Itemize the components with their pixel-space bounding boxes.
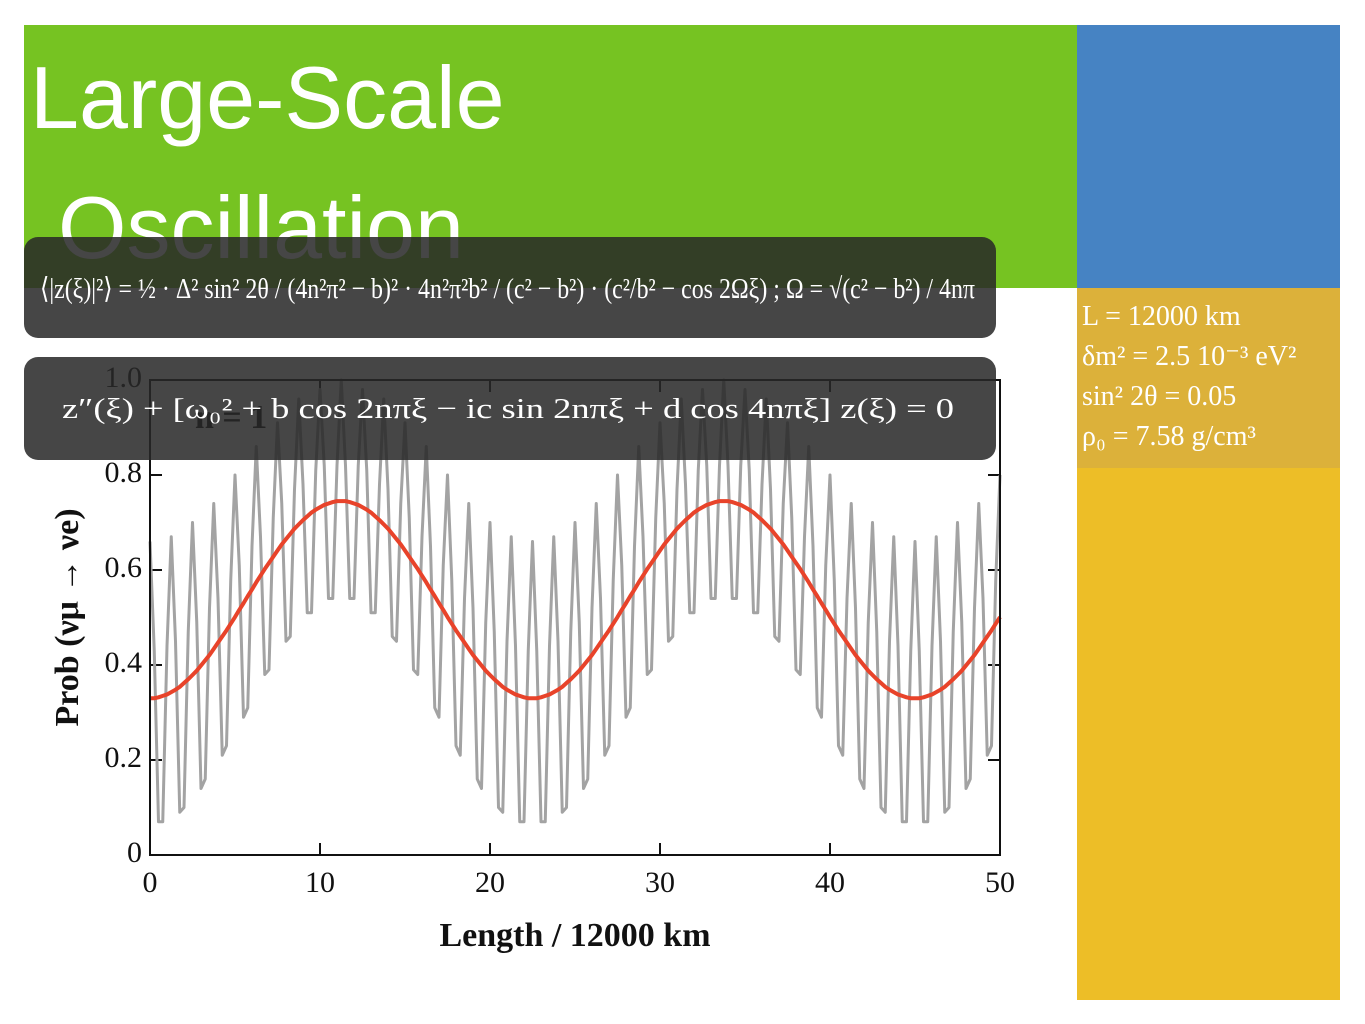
x-tick-label: 40 [815, 866, 845, 899]
parameter: δm² = 2.5 10⁻³ eV² [1082, 341, 1296, 372]
parameter-panel [1077, 288, 1340, 468]
x-tick-label: 20 [475, 866, 505, 899]
y-tick-label: 0 [127, 836, 142, 869]
x-tick-label: 50 [985, 866, 1015, 899]
parameter: L = 12000 km [1082, 301, 1241, 332]
y-tick-label: 0.6 [105, 551, 143, 584]
equation: ⟨|z(ξ)|²⟩ = ½ · Δ² sin² 2θ / (4n²π² − b)… [40, 273, 975, 305]
equation-box [24, 237, 996, 338]
parameter: ρ₀ = 7.58 g/cm³ [1082, 421, 1256, 452]
data-line [148, 378, 1002, 824]
parameter: sin² 2θ = 0.05 [1082, 381, 1236, 412]
x-tick-label: 0 [143, 866, 158, 899]
y-tick-label: 0.4 [105, 646, 143, 679]
equation-box [24, 357, 996, 460]
data-line [150, 499, 1002, 701]
y-tick-label: 0.8 [105, 456, 143, 489]
x-tick-label: 30 [645, 866, 675, 899]
y-axis-label: Prob (νμ → νe) [49, 508, 86, 726]
y-tick-label: 0.2 [105, 741, 143, 774]
equation: z″(ξ) + [ω₀² + b cos 2nπξ − ic sin 2nπξ … [62, 393, 954, 425]
x-axis-label: Length / 12000 km [439, 917, 710, 954]
blue-panel [1077, 25, 1340, 288]
x-tick-label: 10 [305, 866, 335, 899]
slide-title: Large-Scale [30, 48, 505, 147]
